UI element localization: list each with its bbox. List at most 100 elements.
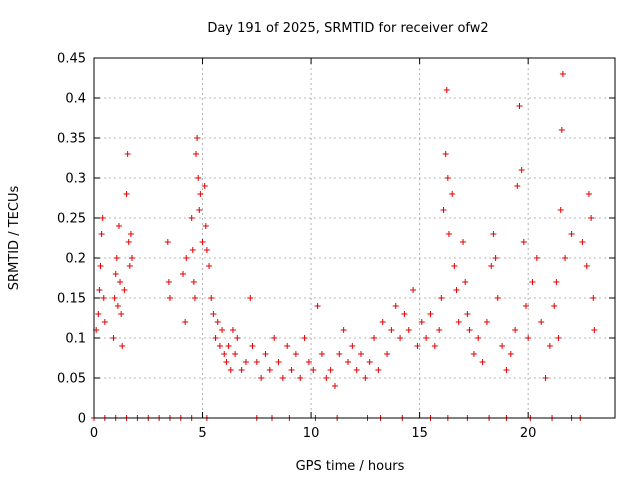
- data-point: [232, 351, 239, 357]
- data-point: [490, 231, 497, 237]
- data-point: [553, 279, 560, 285]
- data-point: [449, 191, 456, 197]
- data-point: [340, 327, 347, 333]
- data-point: [166, 295, 173, 301]
- y-tick-label: 0.05: [57, 372, 86, 387]
- data-point: [121, 287, 128, 293]
- data-point: [203, 247, 210, 253]
- data-point: [221, 351, 228, 357]
- data-point: [124, 151, 131, 157]
- data-point: [279, 375, 286, 381]
- data-point: [518, 167, 525, 173]
- data-point: [438, 295, 445, 301]
- data-point: [193, 151, 200, 157]
- y-tick-label: 0.2: [65, 252, 86, 267]
- data-point: [194, 135, 201, 141]
- data-point: [266, 367, 273, 373]
- data-point: [271, 335, 278, 341]
- data-point: [588, 215, 595, 221]
- data-point: [427, 311, 434, 317]
- data-point: [349, 343, 356, 349]
- data-point: [123, 191, 130, 197]
- data-point: [297, 375, 304, 381]
- data-point: [558, 127, 565, 133]
- x-tick-label: 15: [411, 426, 428, 441]
- data-point: [98, 231, 105, 237]
- data-point: [344, 359, 351, 365]
- data-point: [392, 303, 399, 309]
- data-point: [538, 319, 545, 325]
- data-point: [462, 279, 469, 285]
- data-point: [451, 263, 458, 269]
- data-point: [100, 295, 107, 301]
- data-point: [112, 271, 119, 277]
- data-point: [499, 343, 506, 349]
- data-point: [362, 375, 369, 381]
- data-point: [453, 287, 460, 293]
- data-point: [475, 335, 482, 341]
- data-point: [585, 191, 592, 197]
- y-tick-label: 0.3: [65, 172, 86, 187]
- data-point: [371, 335, 378, 341]
- data-point: [444, 175, 451, 181]
- x-axis-title: GPS time / hours: [296, 459, 405, 474]
- data-point: [111, 295, 118, 301]
- data-point: [483, 319, 490, 325]
- data-point: [247, 295, 254, 301]
- grid-layer: [94, 58, 615, 418]
- data-point: [305, 359, 312, 365]
- data-point: [336, 351, 343, 357]
- data-point: [436, 327, 443, 333]
- data-point: [583, 263, 590, 269]
- data-point: [199, 239, 206, 245]
- y-tick-label: 0.15: [57, 292, 86, 307]
- data-point: [559, 71, 566, 77]
- data-point: [591, 327, 598, 333]
- data-point: [414, 343, 421, 349]
- data-point: [183, 255, 190, 261]
- data-point: [514, 183, 521, 189]
- data-point: [542, 375, 549, 381]
- data-point: [238, 367, 245, 373]
- data-point: [242, 359, 249, 365]
- data-point: [275, 359, 282, 365]
- data-point: [401, 311, 408, 317]
- data-point: [195, 175, 202, 181]
- data-point: [234, 335, 241, 341]
- data-point: [292, 351, 299, 357]
- data-point: [418, 319, 425, 325]
- data-point: [182, 319, 189, 325]
- data-point: [443, 87, 450, 93]
- data-point: [488, 263, 495, 269]
- y-tick-label: 0.1: [65, 332, 86, 347]
- data-point: [96, 287, 103, 293]
- data-point: [191, 295, 198, 301]
- x-tick-label: 0: [90, 426, 98, 441]
- data-point: [110, 335, 117, 341]
- data-point: [533, 255, 540, 261]
- data-point: [258, 375, 265, 381]
- data-point: [216, 343, 223, 349]
- data-point: [479, 359, 486, 365]
- data-point: [214, 319, 221, 325]
- y-axis-title: SRMTID / TECUs: [7, 186, 22, 291]
- data-point: [95, 311, 102, 317]
- data-point: [117, 279, 124, 285]
- data-point: [384, 351, 391, 357]
- x-tick-label: 5: [198, 426, 206, 441]
- data-point: [219, 327, 226, 333]
- data-point: [327, 367, 334, 373]
- data-point: [125, 239, 132, 245]
- data-point: [284, 343, 291, 349]
- data-point: [525, 335, 532, 341]
- data-point: [115, 223, 122, 229]
- data-point: [445, 231, 452, 237]
- axis-ticks: 0 0.05 0.1 0.15 0.2 0.25 0.3 0.35 0.4 0.45 0 5 10 15 2…: [57, 52, 615, 441]
- data-point: [126, 263, 133, 269]
- data-point: [165, 279, 172, 285]
- data-point: [225, 343, 232, 349]
- data-point: [119, 343, 126, 349]
- data-point: [99, 215, 106, 221]
- data-point: [190, 279, 197, 285]
